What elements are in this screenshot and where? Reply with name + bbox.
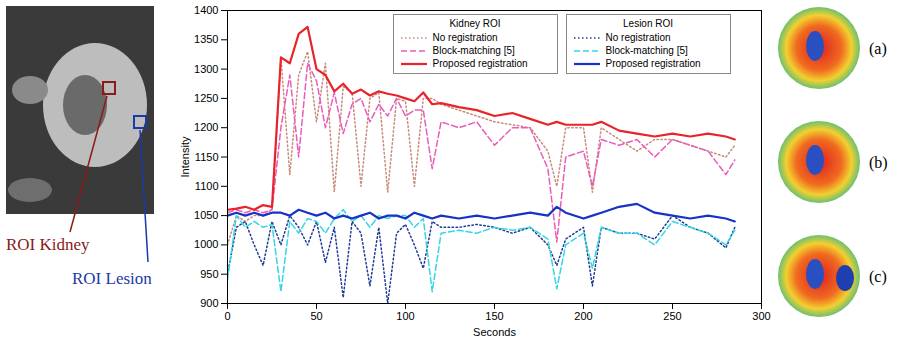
svg-text:(c): (c) <box>869 268 887 286</box>
html-text:No registration: No registration <box>432 32 498 43</box>
svg-text:Intensity: Intensity <box>179 136 191 177</box>
svg-text:(b): (b) <box>869 154 888 172</box>
svg-text:1200: 1200 <box>194 121 218 133</box>
svg-text:1050: 1050 <box>194 209 218 221</box>
svg-text:ROI Kidney: ROI Kidney <box>6 235 90 254</box>
html-text:No registration: No registration <box>605 32 671 43</box>
svg-text:0: 0 <box>224 310 230 322</box>
svg-text:300: 300 <box>752 310 770 322</box>
svg-text:1400: 1400 <box>194 4 218 16</box>
svg-text:(a): (a) <box>869 40 887 58</box>
svg-text:150: 150 <box>485 310 503 322</box>
svg-text:100: 100 <box>396 310 414 322</box>
html-text:Kidney ROI: Kidney ROI <box>449 18 501 29</box>
html-text:Proposed registration: Proposed registration <box>432 58 528 69</box>
svg-text:1250: 1250 <box>194 92 218 104</box>
svg-text:250: 250 <box>663 310 681 322</box>
html-text:Lesion ROI: Lesion ROI <box>623 18 673 29</box>
svg-text:1300: 1300 <box>194 63 218 75</box>
svg-text:900: 900 <box>200 297 218 309</box>
html-text:Proposed registration: Proposed registration <box>605 58 701 69</box>
svg-text:1150: 1150 <box>195 151 219 163</box>
svg-text:50: 50 <box>310 310 322 322</box>
svg-text:1000: 1000 <box>194 238 218 250</box>
svg-text:Seconds: Seconds <box>473 326 516 338</box>
svg-text:1100: 1100 <box>195 180 219 192</box>
svg-text:200: 200 <box>574 310 592 322</box>
html-text:Block-matching [5]: Block-matching [5] <box>432 45 515 56</box>
svg-text:ROI Lesion: ROI Lesion <box>72 269 152 288</box>
svg-text:950: 950 <box>200 268 218 280</box>
html-text:Block-matching [5]: Block-matching [5] <box>605 45 688 56</box>
svg-text:1350: 1350 <box>194 33 218 45</box>
